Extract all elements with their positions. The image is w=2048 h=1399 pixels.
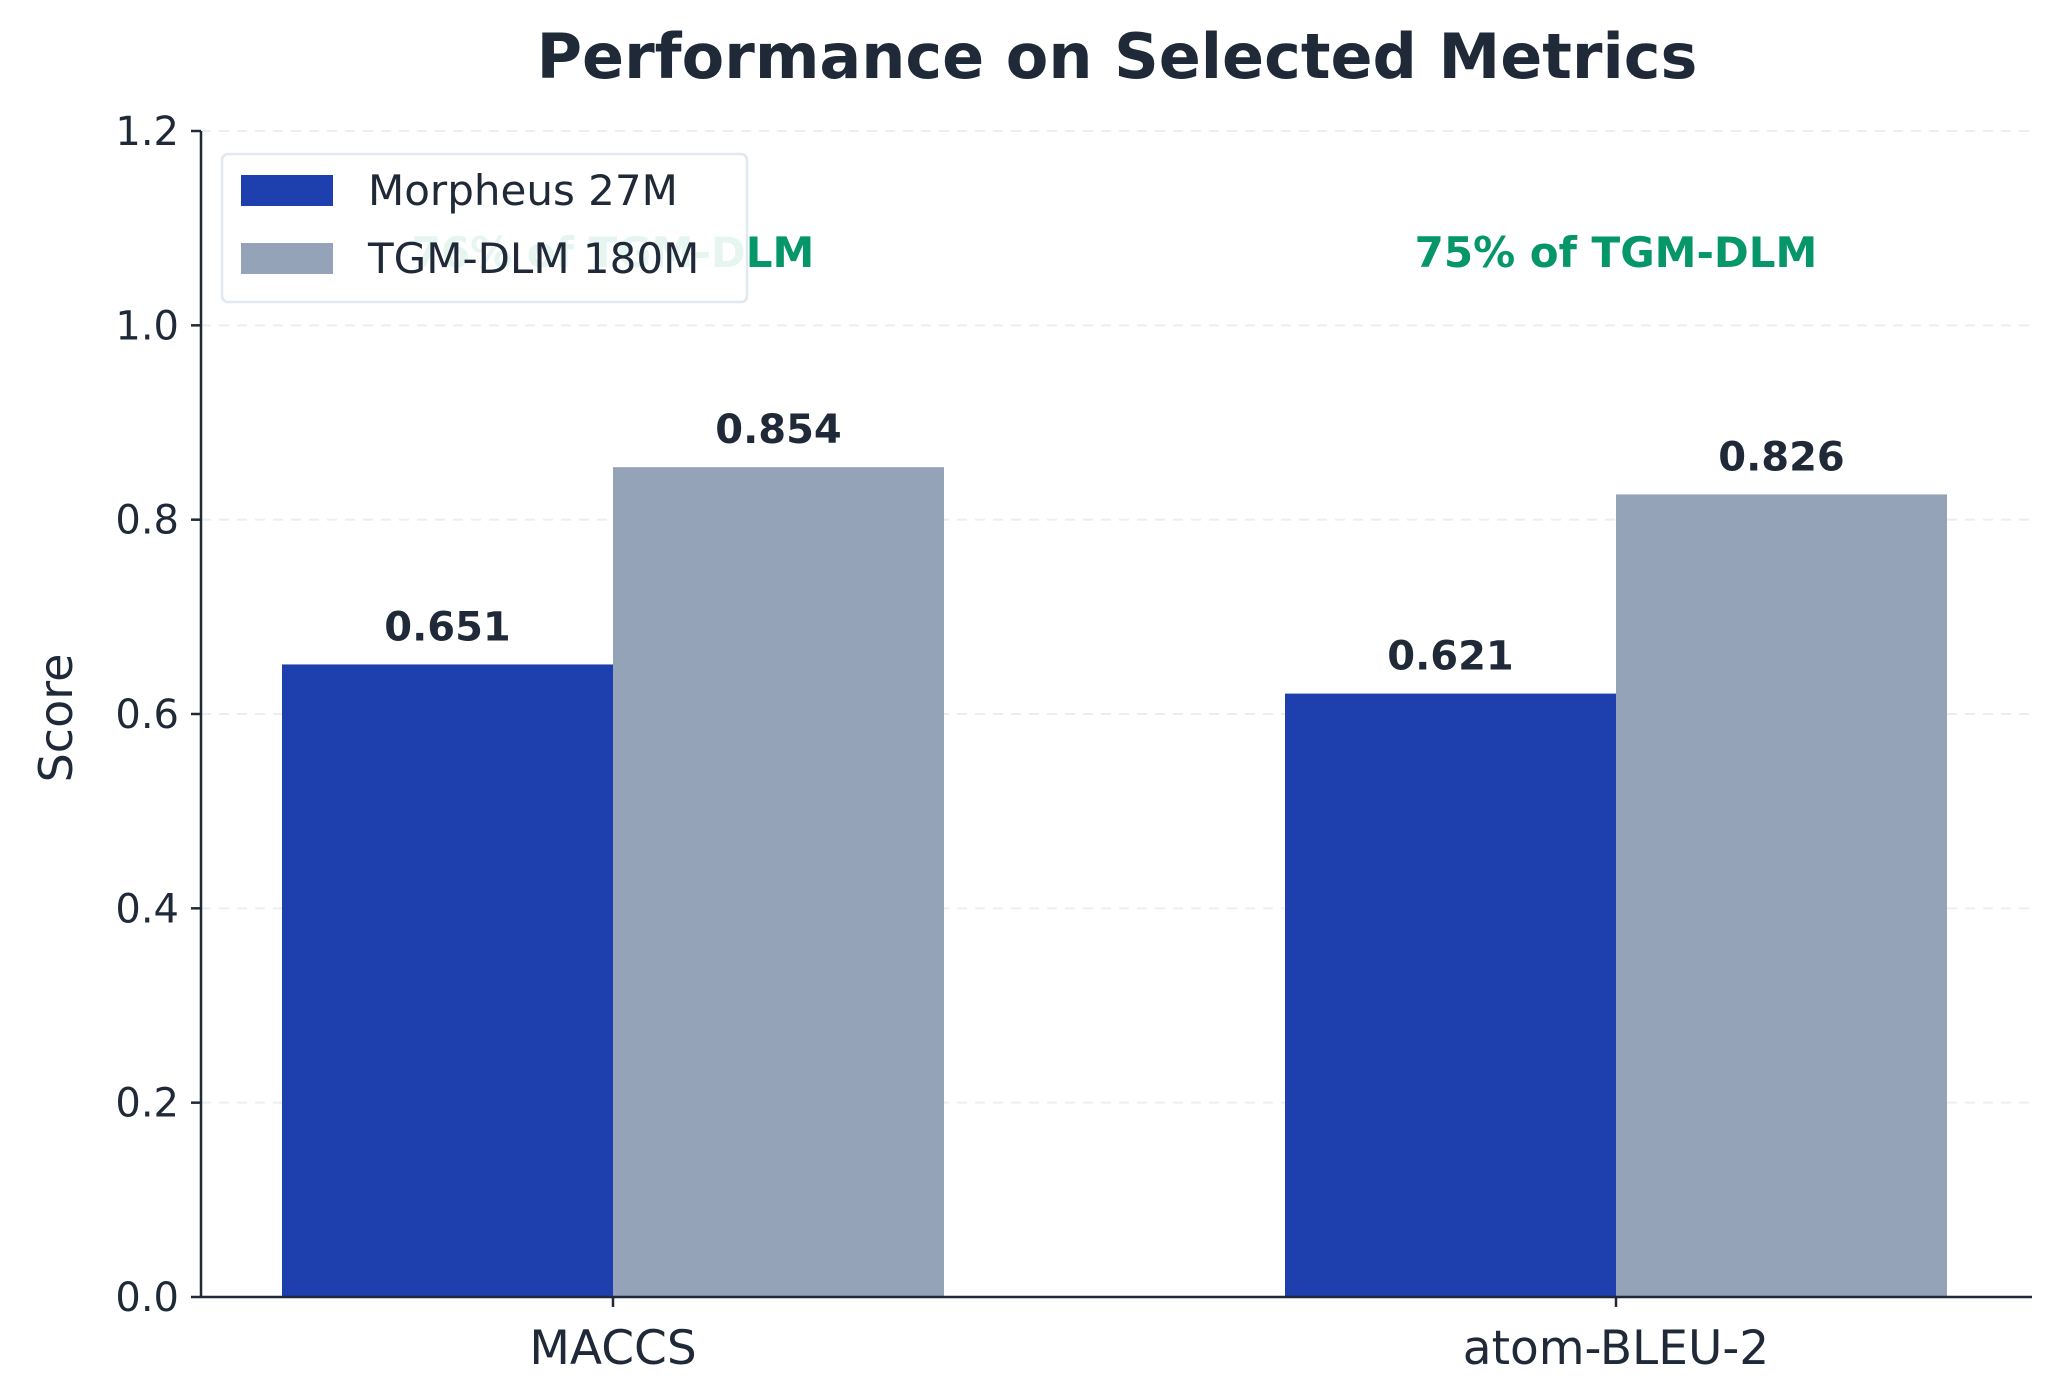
ratio-annotation: 75% of TGM-DLM <box>1415 228 1818 277</box>
y-tick-label: 0.2 <box>115 1081 179 1127</box>
value-labels: 0.651 0.854 0.621 0.826 <box>384 407 1845 679</box>
y-tick-label: 0.8 <box>115 498 179 544</box>
x-tick-label: MACCS <box>529 1321 696 1376</box>
legend-swatch-tgm-dlm <box>241 243 333 274</box>
bar <box>282 664 613 1297</box>
legend: Morpheus 27M TGM-DLM 180M <box>220 152 749 304</box>
y-tick-label: 1.2 <box>115 109 179 155</box>
bars <box>282 467 1947 1297</box>
y-ticks: 0.0 0.2 0.4 0.6 0.8 1.0 1.2 <box>115 109 201 1321</box>
bar-value-label: 0.621 <box>1387 634 1514 680</box>
x-tick-label: atom-BLEU-2 <box>1463 1321 1769 1376</box>
bar <box>1285 693 1616 1297</box>
bar-value-label: 0.854 <box>715 407 842 453</box>
bar <box>613 467 944 1297</box>
legend-box <box>220 152 749 304</box>
y-tick-label: 0.6 <box>115 692 179 738</box>
bar-value-label: 0.651 <box>384 604 511 650</box>
legend-label-tgm-dlm: TGM-DLM 180M <box>367 234 699 283</box>
chart-title: Performance on Selected Metrics <box>537 20 1698 93</box>
x-ticks: MACCS atom-BLEU-2 <box>529 1297 1769 1376</box>
bar <box>1616 494 1947 1297</box>
legend-swatch-morpheus <box>241 175 333 206</box>
y-tick-label: 0.0 <box>115 1275 179 1321</box>
y-axis-label: Score <box>29 654 83 783</box>
bar-value-label: 0.826 <box>1718 434 1845 480</box>
y-tick-label: 1.0 <box>115 303 179 349</box>
legend-label-morpheus: Morpheus 27M <box>368 166 678 215</box>
y-tick-label: 0.4 <box>115 886 179 932</box>
